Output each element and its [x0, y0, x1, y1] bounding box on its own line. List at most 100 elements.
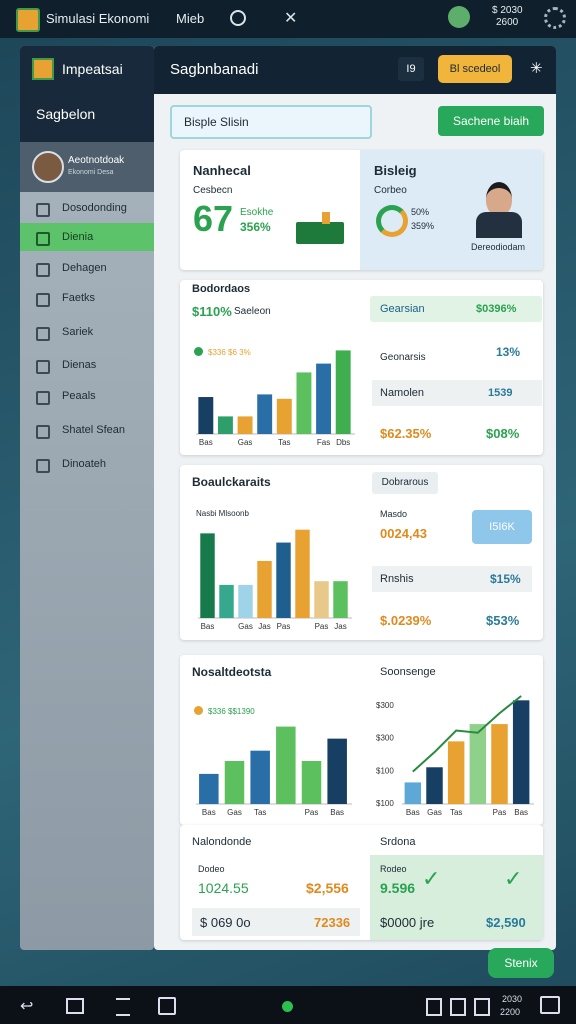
bar [257, 560, 272, 618]
menu-item[interactable]: Dienas [20, 351, 154, 379]
section2-row1-label: Masdo [380, 509, 408, 519]
home-icon[interactable] [66, 998, 84, 1014]
chat-icon[interactable] [540, 996, 560, 1014]
menu-icon [36, 232, 50, 246]
menu-label: Shatel Sfean [62, 424, 125, 436]
menu-item[interactable]: Dehagen [20, 254, 154, 282]
bar-chart: Bas Gas Jas Pas Pas Jas [198, 529, 352, 631]
bar [327, 738, 347, 804]
bottom-bar-l1: 2030 [502, 994, 523, 1004]
bar [404, 782, 422, 804]
menu-item[interactable]: Dienia [20, 223, 154, 251]
tag-button[interactable]: I9 [398, 57, 424, 81]
section1-legend: $336 $6 3% [208, 348, 251, 357]
settings-icon[interactable] [544, 7, 566, 29]
summary-left-label: Cesbecn [193, 185, 233, 196]
menu-icon [36, 425, 50, 439]
search-button[interactable]: Sachene biaih [438, 106, 544, 136]
section2-title: Boaulckaraits [192, 475, 271, 489]
primary-button[interactable]: Bl scedeol [438, 55, 512, 83]
balance: $ 2030 [492, 5, 523, 16]
x-tick-label: Tas [450, 808, 462, 817]
icon[interactable] [426, 998, 442, 1016]
main-title: Sagbnbanadi [170, 61, 259, 78]
menu-link[interactable]: Mieb [176, 11, 205, 26]
brand: Impeatsai [62, 61, 123, 77]
summary-right-label: Corbeo [374, 185, 407, 196]
bottom-bar-l2: 2200 [500, 1007, 521, 1017]
section1-foot-right: $08% [486, 426, 520, 441]
x-tick-label: Dbs [336, 438, 350, 447]
x-tick-label: Tas [254, 808, 266, 817]
menu-icon[interactable] [116, 998, 130, 1016]
section2-tag[interactable]: Dobrarous [372, 472, 438, 494]
menu-item[interactable]: Shatel Sfean [20, 416, 154, 444]
section1-row1-label: Geonarsis [380, 352, 426, 363]
section1-row2-value: 1539 [488, 387, 513, 399]
bottom-right-label: Rodeo [380, 864, 407, 874]
axis-label: $300 [376, 701, 394, 710]
bar [224, 761, 245, 804]
summary-line1: Esokhe [240, 207, 274, 218]
bottom-left-title: Nalondonde [192, 836, 252, 848]
balance-sub: 2600 [496, 17, 519, 28]
bottom-left-v1: 1024.55 [198, 880, 249, 896]
more-icon[interactable]: ✳ [530, 60, 543, 77]
x-tick-label: Gas [227, 808, 242, 817]
section3-title: Nosaltdeotsta [192, 665, 272, 679]
bar [301, 761, 322, 804]
bar [219, 584, 234, 618]
avatar[interactable] [448, 6, 470, 28]
bottom-left-v3: $ 069 0o [200, 915, 251, 930]
icon[interactable] [450, 998, 466, 1016]
menu-label: Dehagen [62, 262, 107, 274]
fab[interactable]: Stenix [488, 948, 554, 978]
bar-chart: Bas Gas Tas Pas Bas [196, 726, 352, 817]
section1-subtitle2: Saeleon [234, 306, 271, 317]
profile-avatar [32, 151, 64, 183]
bar [426, 767, 443, 804]
check-icon: ✓ [504, 866, 523, 891]
section1-badge-value: $0396% [476, 303, 517, 315]
search-input[interactable]: Bisple Slisin [170, 105, 372, 139]
tabs-icon[interactable] [158, 997, 176, 1015]
x-tick-label: Fas [317, 438, 330, 447]
bar [237, 416, 253, 434]
x-tick-label: Jas [334, 622, 346, 631]
x-tick-label: Pas [305, 808, 319, 817]
menu-label: Peaals [62, 390, 96, 402]
search-icon[interactable] [230, 10, 246, 26]
menu-item[interactable]: Faetks [20, 284, 154, 312]
menu-item[interactable]: Dinoateh [20, 450, 154, 478]
axis-label: $100 [376, 766, 394, 775]
combo-chart: $300 $300 $100 $100 Bas Gas Tas Pas Bas [376, 695, 534, 817]
x-tick-label: Bas [199, 438, 213, 447]
x-tick-label: Bas [202, 808, 216, 817]
close-icon[interactable]: ✕ [284, 10, 298, 27]
profile-subtitle: Ekonomi Desa [68, 169, 114, 176]
menu-item[interactable]: Sariek [20, 318, 154, 346]
app-title: Simulasi Ekonomi [46, 11, 150, 26]
bar [276, 398, 292, 434]
icon[interactable] [474, 998, 490, 1016]
bottom-right-bg [370, 855, 543, 940]
profile-name: Aeotnotdoak [68, 155, 125, 166]
bar [469, 724, 487, 804]
x-tick-label: Bas [201, 622, 215, 631]
back-icon[interactable]: ↩ [20, 998, 34, 1015]
sidebar-section[interactable]: Sagbelon [36, 106, 96, 122]
section2-row2-label: Rnshis [380, 573, 414, 585]
menu-icon [36, 203, 50, 217]
summary-right-line2: 359% [411, 221, 435, 231]
bar [512, 700, 530, 804]
menu-icon [36, 360, 50, 374]
bottom-right-title: Srdona [380, 836, 416, 848]
menu-item[interactable]: Dosodonding [20, 194, 154, 222]
menu-icon [36, 263, 50, 277]
bar [491, 724, 508, 804]
menu-item[interactable]: Peaals [20, 382, 154, 410]
bar [250, 750, 270, 804]
section1-title: Bodordaos [192, 283, 251, 295]
bar [200, 533, 215, 618]
